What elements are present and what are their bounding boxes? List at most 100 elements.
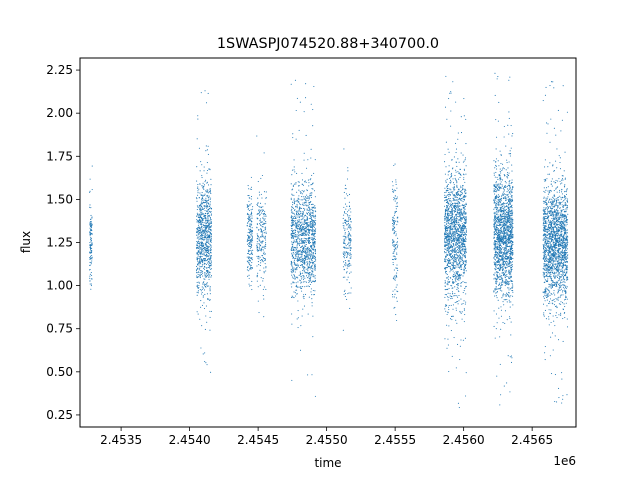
data-point [251, 215, 253, 217]
data-point [458, 226, 461, 228]
data-point [465, 165, 467, 167]
data-point [207, 262, 209, 264]
data-point [265, 222, 267, 224]
data-point [309, 249, 311, 251]
data-point [209, 231, 211, 233]
data-point [204, 234, 206, 236]
data-point [301, 256, 303, 258]
data-point [210, 255, 212, 257]
data-point [89, 275, 91, 277]
data-point [455, 209, 457, 211]
data-point [453, 336, 455, 339]
data-point [307, 248, 309, 250]
data-point [198, 204, 200, 206]
data-point [291, 276, 293, 278]
data-point [308, 256, 310, 259]
data-point [463, 321, 465, 323]
data-point [90, 214, 92, 217]
data-point [448, 200, 450, 202]
data-point [250, 211, 253, 213]
data-point [397, 269, 399, 271]
data-point [453, 265, 455, 267]
data-point [510, 275, 512, 277]
data-point [449, 295, 451, 297]
data-point [199, 213, 201, 215]
data-point [298, 235, 300, 237]
data-point [460, 274, 463, 276]
data-point [464, 205, 467, 207]
data-point [459, 219, 461, 221]
data-point [457, 296, 459, 298]
data-point [257, 272, 259, 274]
data-point [501, 179, 504, 181]
data-point [302, 184, 305, 186]
data-point [198, 232, 200, 234]
data-point [207, 275, 209, 277]
data-point [206, 251, 208, 253]
data-point [210, 192, 212, 194]
data-point [314, 205, 316, 207]
data-point [210, 249, 212, 251]
data-point [343, 294, 345, 296]
data-point [205, 241, 207, 243]
data-point [306, 208, 308, 210]
data-point [210, 251, 212, 253]
data-point [293, 282, 295, 284]
data-point [302, 213, 304, 215]
data-point [304, 277, 306, 279]
data-point [452, 308, 454, 310]
data-point [201, 203, 204, 205]
data-point [309, 224, 311, 226]
data-point [444, 289, 446, 291]
data-point [463, 115, 465, 117]
data-point [394, 200, 396, 202]
data-point [249, 249, 251, 251]
data-point [290, 83, 292, 85]
data-point [451, 268, 453, 270]
data-point [196, 166, 198, 168]
data-point [461, 193, 464, 195]
data-point [455, 169, 457, 171]
data-point [295, 256, 297, 258]
data-point [300, 258, 302, 260]
data-point [251, 239, 254, 241]
data-point [462, 275, 464, 277]
data-point [301, 218, 303, 220]
data-point [303, 152, 305, 154]
data-point [444, 210, 446, 212]
data-point [252, 206, 254, 208]
data-point [394, 250, 396, 252]
data-point [312, 315, 314, 317]
data-point [456, 221, 458, 223]
data-point [263, 191, 266, 193]
data-point [302, 191, 305, 193]
data-point [314, 231, 317, 233]
data-point [196, 259, 198, 261]
data-point [210, 268, 212, 270]
data-point [200, 233, 203, 235]
data-point [462, 240, 464, 242]
data-point [392, 191, 394, 193]
data-point [444, 267, 446, 269]
data-point [201, 304, 203, 306]
data-point [205, 150, 207, 152]
data-point [458, 172, 460, 174]
data-point [465, 395, 467, 397]
data-point [510, 223, 512, 225]
data-point [464, 188, 466, 190]
data-point [196, 215, 198, 217]
data-point [445, 277, 448, 279]
data-point [199, 217, 201, 219]
data-point [201, 211, 203, 213]
data-point [207, 195, 209, 197]
data-point [451, 192, 453, 194]
data-point [203, 263, 205, 265]
data-point [262, 232, 264, 234]
data-point [294, 276, 296, 278]
data-point [455, 254, 457, 256]
data-point [462, 255, 464, 257]
data-point [296, 210, 298, 212]
data-point [392, 290, 394, 292]
data-point [257, 250, 259, 252]
